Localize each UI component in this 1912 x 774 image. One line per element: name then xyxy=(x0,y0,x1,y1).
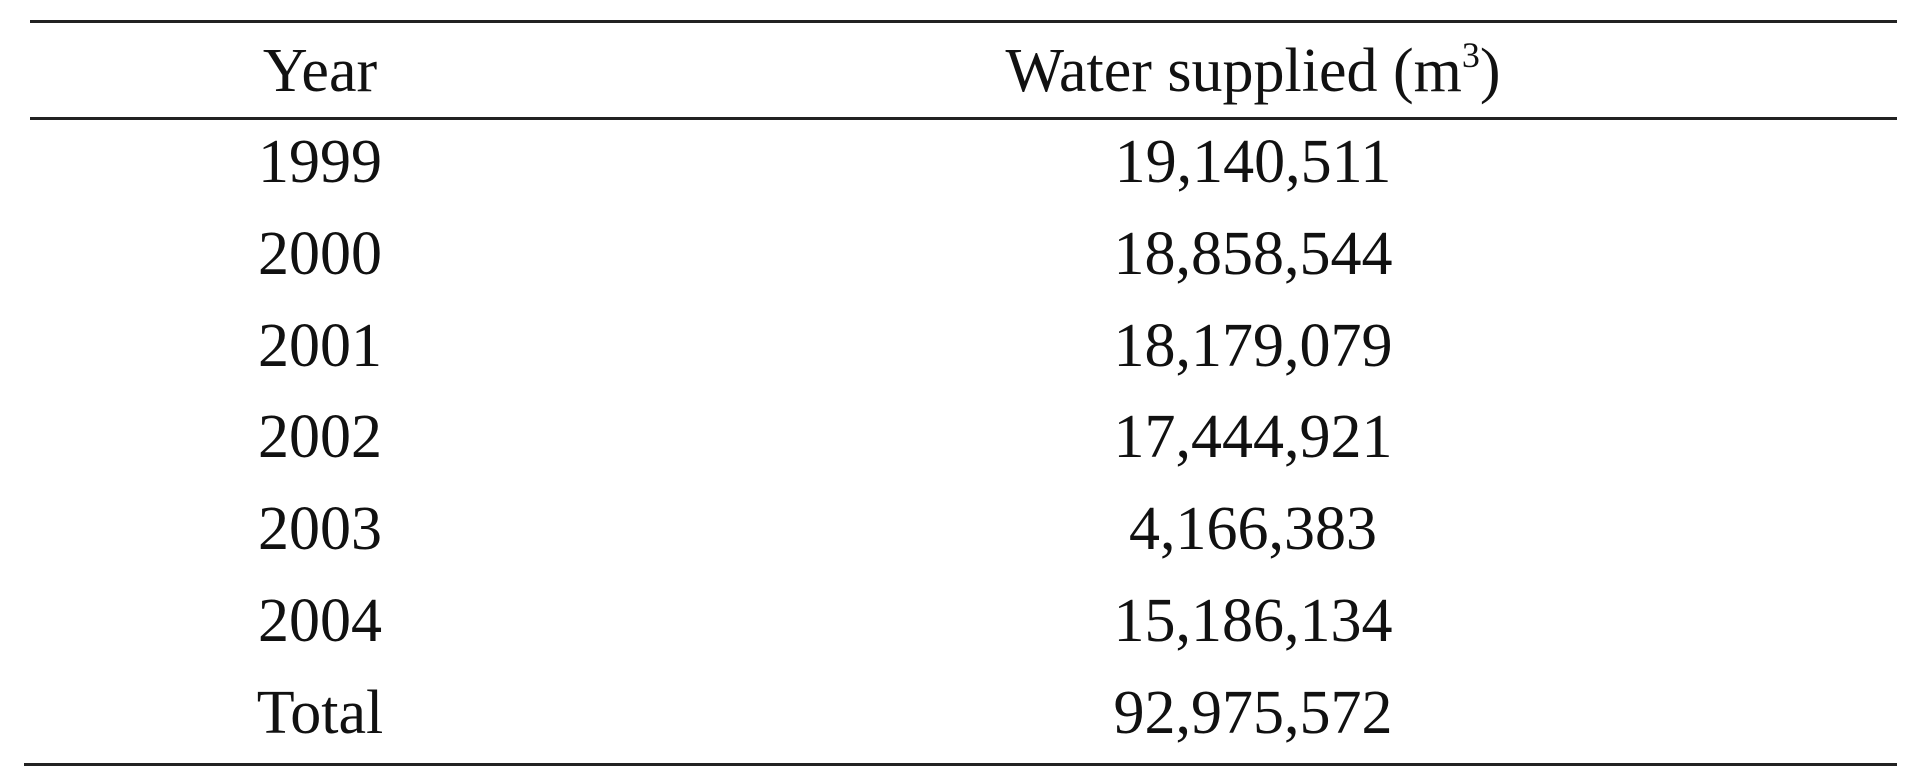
year-cell: 1999 xyxy=(258,128,382,196)
value-cell: 92,975,572 xyxy=(1113,678,1393,747)
value-cell: 18,858,544 xyxy=(1113,219,1393,288)
header-text: Year xyxy=(262,37,378,105)
year-cell: 2001 xyxy=(258,311,382,380)
year-cell: 2003 xyxy=(258,495,382,564)
header-cell: Water supplied (m3) xyxy=(853,31,1653,111)
value-cell: 19,140,511 xyxy=(1114,128,1392,196)
header-text: Water supplied (m xyxy=(1005,37,1462,105)
value-cell: 15,186,134 xyxy=(1113,587,1393,655)
year-cell: 2002 xyxy=(258,403,382,472)
year-cell: 2000 xyxy=(258,219,382,288)
value-cell: 18,179,079 xyxy=(1113,311,1393,380)
year-cell: 2004 xyxy=(258,587,382,655)
value-cell: 4,166,383 xyxy=(1129,495,1377,564)
superscript: 3 xyxy=(1461,35,1480,75)
header-text: ) xyxy=(1479,37,1501,105)
year-cell: Total xyxy=(256,678,384,747)
top-rule xyxy=(30,20,1897,23)
bottom-rule xyxy=(24,763,1897,766)
header-rule xyxy=(30,117,1897,120)
header-cell: Year xyxy=(0,31,720,111)
value-cell: 17,444,921 xyxy=(1113,403,1393,472)
